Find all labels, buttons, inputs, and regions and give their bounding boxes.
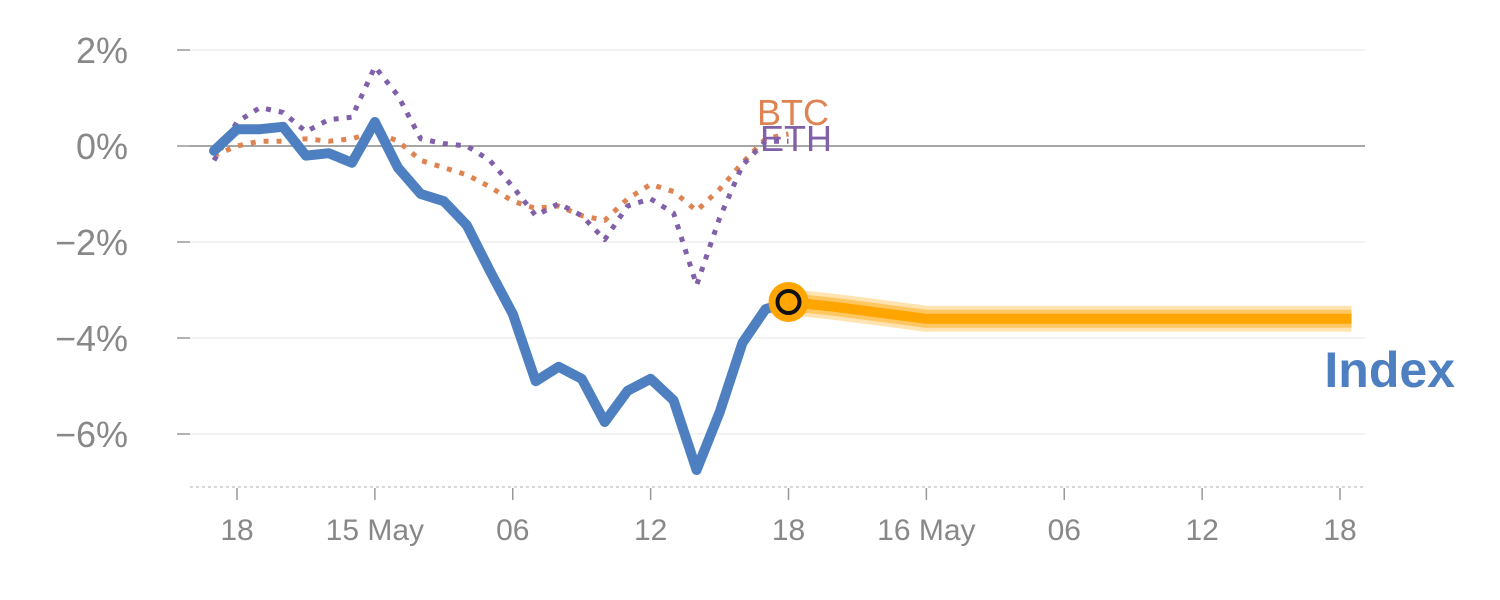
x-axis: 18 15 May 06 12 18 16 May 06 12 18: [190, 486, 1365, 547]
x-tick-label: 18: [220, 514, 253, 547]
x-tick-label: 18: [1323, 514, 1356, 547]
series-label-eth: ETH: [760, 118, 832, 159]
series-line-index: [209, 117, 794, 475]
x-tick-label: 18: [772, 514, 805, 547]
current-value-marker: [775, 289, 802, 315]
x-tick-label: 12: [634, 514, 667, 547]
x-tick-label: 12: [1185, 514, 1218, 547]
x-tick-label: 06: [496, 514, 529, 547]
x-tick-label: 06: [1048, 514, 1081, 547]
y-tick-label: −2%: [55, 222, 128, 263]
series-layer: [209, 64, 1353, 475]
series-label-btc: BTC: [757, 92, 829, 133]
label-layer: BTC ETH Index: [757, 92, 1455, 398]
y-axis: 2% 0% −2% −4% −6%: [55, 30, 190, 455]
y-tick-label: −6%: [55, 414, 128, 455]
series-label-index: Index: [1324, 342, 1455, 398]
x-tick-label: 15 May: [326, 514, 424, 547]
forecast-line: [787, 297, 1352, 324]
series-line-btc: [213, 129, 790, 223]
y-tick-label: 2%: [76, 30, 128, 71]
series-line-eth: [211, 64, 789, 288]
y-tick-label: 0%: [76, 126, 128, 167]
y-tick-label: −4%: [55, 318, 128, 359]
x-tick-label: 16 May: [877, 514, 975, 547]
